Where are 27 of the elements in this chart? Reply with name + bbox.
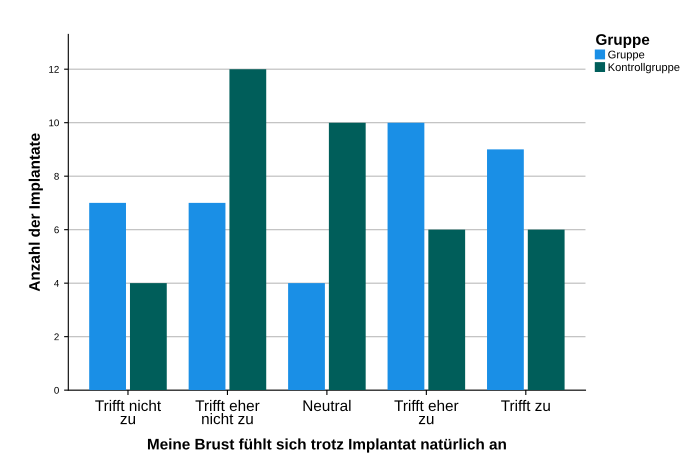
- bar: [487, 149, 524, 390]
- bar: [89, 202, 126, 390]
- bar: [388, 122, 424, 390]
- y-tick-label: 0: [54, 386, 59, 394]
- y-tick-label: 6: [54, 226, 59, 234]
- y-tick-label: 2: [54, 333, 59, 340]
- y-tick-label: 4: [54, 280, 59, 287]
- bar: [328, 122, 366, 390]
- legend-label: Gruppe: [608, 50, 644, 61]
- bar: [130, 283, 167, 390]
- x-tick-label: Trifft nicht zu: [95, 400, 161, 424]
- y-axis-title: Anzahl der Implantate: [28, 133, 43, 292]
- bar: [188, 202, 226, 390]
- bar: [428, 230, 466, 390]
- x-axis-title: Meine Brust fühlt sich trotz Implantat natürlich an: [148, 438, 506, 453]
- bar: [288, 283, 325, 390]
- x-tick-label: Trifft eher nicht zu: [196, 400, 260, 424]
- bar: [229, 69, 266, 390]
- x-tick-label: Trifft zu: [501, 400, 550, 412]
- bar: [528, 230, 565, 390]
- y-tick-label: 12: [49, 66, 59, 73]
- legend-label: Kontrollgruppe: [608, 62, 680, 74]
- y-tick-label: 8: [54, 172, 59, 180]
- y-tick-label: 10: [49, 119, 59, 126]
- x-tick-label: Neutral: [304, 400, 350, 412]
- x-tick-label: Trifft eher zu: [394, 400, 458, 424]
- legend-title: Gruppe: [596, 34, 650, 48]
